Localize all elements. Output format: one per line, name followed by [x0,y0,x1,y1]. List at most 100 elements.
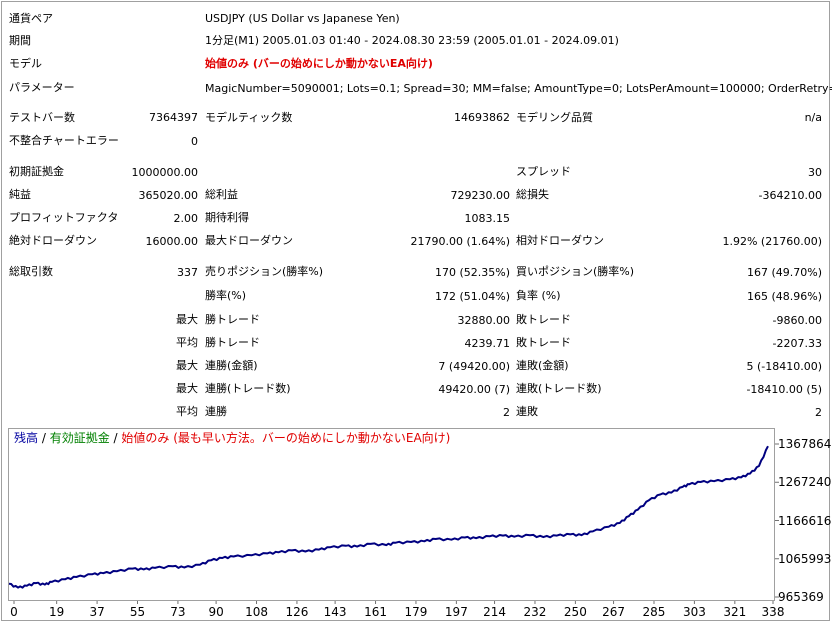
x-tick-label: 179 [404,605,428,619]
max-label-1: 最大 [176,313,198,326]
pf-label: プロフィットファクタ [9,211,119,224]
win-value: 172 (51.04%) [434,290,510,303]
model-label: モデル [9,57,42,70]
mismatch-label: 不整合チャートエラー [9,134,119,147]
period-label: 期間 [9,34,31,47]
absdd-label: 絶対ドローダウン [9,234,97,247]
x-tick-label: 250 [563,605,587,619]
spread-value: 30 [808,166,822,179]
avgwin-value: 4239.71 [464,337,511,350]
reldd-value: 1.92% (21760.00) [722,235,822,248]
balance-chart-area [8,428,775,601]
quality-label: モデリング品質 [516,111,593,124]
legend-model: 始値のみ (最も早い方法。バーの始めにしか動かないEA向け) [121,431,451,445]
maxwin-label: 勝トレード [205,313,260,326]
maxloss-label: 敗トレード [516,313,571,326]
conwin-amt-label: 連勝(金額) [205,359,258,372]
legend-equity: 有効証拠金 [49,431,110,445]
x-tick-label: 267 [602,605,626,619]
y-tick-label: 1166616 [778,513,832,528]
x-tick-label: 338 [761,605,785,619]
avg-label-1: 平均 [176,336,198,349]
model-value: 始値のみ (バーの始めにしか動かないEA向け) [205,57,433,70]
x-tick-label: 0 [10,605,18,619]
pf-value: 2.00 [173,212,199,225]
maxdd-value: 21790.00 (1.64%) [410,235,510,248]
y-tick-label: 1367864 [778,437,832,451]
max-label-3: 最大 [176,382,198,395]
grossloss-label: 総損失 [516,188,549,201]
x-tick-label: 108 [245,605,268,619]
conwin-cnt-value: 49420.00 (7) [438,383,510,396]
conwin-cnt-label: 連勝(トレード数) [205,382,291,395]
symbol-value: USDJPY (US Dollar vs Japanese Yen) [205,12,400,25]
x-tick-label: 214 [483,605,506,619]
maxdd-label: 最大ドローダウン [205,234,293,247]
win-label: 勝率(%) [205,289,247,302]
x-tick-label: 55 [129,605,146,619]
symbol-label: 通貨ペア [9,12,53,25]
legend-sep-1: / [38,431,50,445]
x-tick-label: 197 [444,605,468,619]
long-value: 167 (49.70%) [746,266,822,279]
avgconwin-label: 連勝 [205,405,227,418]
conwin-amt-value: 7 (49420.00) [438,360,510,373]
ticks-label: モデルティック数 [205,111,293,124]
deposit-label: 初期証拠金 [9,165,64,178]
expected-value: 1083.15 [464,212,511,225]
x-tick-label: 303 [682,605,706,619]
x-tick-label: 90 [208,605,224,619]
spread-label: スプレッド [516,165,571,178]
absdd-value: 16000.00 [145,235,199,248]
short-value: 170 (52.35%) [434,266,510,279]
netprofit-label: 純益 [9,188,31,201]
avgwin-label: 勝トレード [205,336,260,349]
x-tick-label: 37 [89,605,105,619]
x-tick-label: 73 [170,605,186,619]
conloss-cnt-label: 連敗(トレード数) [516,382,602,395]
ticks-value: 14693862 [454,111,510,124]
chart-legend: 残高 / 有効証拠金 / 始値のみ (最も早い方法。バーの始めにしか動かないEA… [14,431,450,445]
expected-label: 期待利得 [205,211,249,224]
trades-value: 337 [177,266,198,279]
maxwin-value: 32880.00 [457,314,511,327]
loss-value: 165 (48.96%) [746,290,822,303]
quality-value: n/a [804,111,822,124]
x-tick-label: 321 [723,605,747,619]
x-tick-label: 126 [285,605,309,619]
y-tick-label: 965369 [778,590,824,604]
x-tick-label: 232 [523,605,547,619]
x-tick-label: 161 [364,605,387,619]
loss-label: 負率 (%) [516,289,561,302]
maxloss-value: -9860.00 [772,314,822,327]
long-label: 買いポジション(勝率%) [516,265,635,278]
avgloss-label: 敗トレード [516,336,571,349]
period-value: 1分足(M1) 2005.01.03 01:40 - 2024.08.30 23… [205,34,619,47]
x-tick-label: 285 [642,605,666,619]
deposit-value: 1000000.00 [131,166,198,179]
params-label: パラメーター [9,81,75,94]
reldd-label: 相対ドローダウン [516,234,604,247]
params-value: MagicNumber=5090001; Lots=0.1; Spread=30… [205,82,832,95]
avgconwin-value: 2 [503,406,510,419]
x-tick-label: 143 [323,605,347,619]
avg-label-2: 平均 [176,405,198,418]
bars-label: テストバー数 [9,111,75,124]
mismatch-value: 0 [191,135,198,148]
conloss-amt-value: 5 (-18410.00) [746,360,822,373]
avgconloss-label: 連敗 [516,405,538,418]
legend-sep-2: / [109,431,122,445]
short-label: 売りポジション(勝率%) [205,265,324,278]
grossloss-value: -364210.00 [758,189,822,202]
grossprofit-label: 総利益 [205,188,238,201]
trades-label: 総取引数 [9,265,53,278]
legend-balance: 残高 [14,431,39,445]
conloss-amt-label: 連敗(金額) [516,359,569,372]
avgconloss-value: 2 [815,406,822,419]
netprofit-value: 365020.00 [138,189,199,202]
x-tick-label: 19 [49,605,65,619]
max-label-2: 最大 [176,359,198,372]
y-tick-label: 1065993 [778,551,832,566]
